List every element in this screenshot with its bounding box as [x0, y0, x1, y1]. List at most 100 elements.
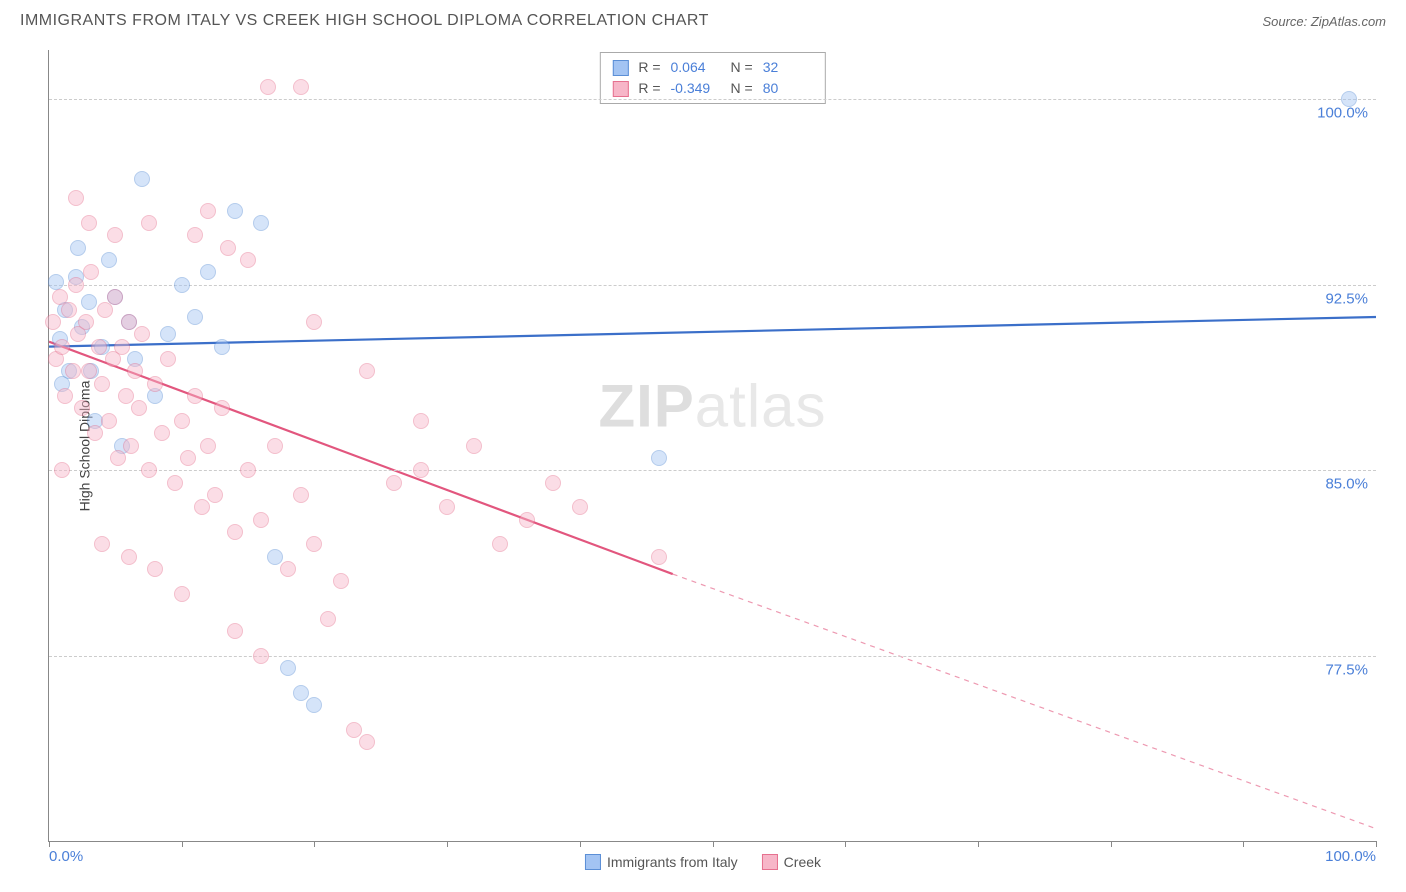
- y-tick-label: 77.5%: [1325, 661, 1368, 678]
- gridline: [49, 99, 1376, 100]
- data-point: [293, 79, 309, 95]
- data-point: [45, 314, 61, 330]
- data-point: [65, 363, 81, 379]
- data-point: [320, 611, 336, 627]
- gridline: [49, 285, 1376, 286]
- x-tick: [1243, 841, 1244, 847]
- data-point: [94, 536, 110, 552]
- data-point: [121, 314, 137, 330]
- x-tick: [713, 841, 714, 847]
- x-tick: [182, 841, 183, 847]
- data-point: [240, 462, 256, 478]
- x-tick: [845, 841, 846, 847]
- data-point: [207, 487, 223, 503]
- data-point: [101, 413, 117, 429]
- legend-swatch: [585, 854, 601, 870]
- data-point: [127, 363, 143, 379]
- correlation-legend: R =0.064N =32R =-0.349N =80: [599, 52, 825, 104]
- plot-area: High School Diploma ZIPatlas R =0.064N =…: [48, 50, 1376, 842]
- data-point: [74, 400, 90, 416]
- data-point: [87, 425, 103, 441]
- data-point: [174, 277, 190, 293]
- data-point: [110, 450, 126, 466]
- data-point: [651, 450, 667, 466]
- data-point: [70, 240, 86, 256]
- data-point: [280, 660, 296, 676]
- r-value: -0.349: [671, 78, 721, 99]
- data-point: [413, 413, 429, 429]
- data-point: [253, 648, 269, 664]
- data-point: [413, 462, 429, 478]
- data-point: [57, 388, 73, 404]
- chart-title: IMMIGRANTS FROM ITALY VS CREEK HIGH SCHO…: [20, 12, 709, 30]
- legend-label: Creek: [784, 854, 821, 870]
- x-tick: [447, 841, 448, 847]
- data-point: [160, 351, 176, 367]
- r-label: R =: [638, 57, 660, 78]
- n-value: 80: [763, 78, 813, 99]
- data-point: [154, 425, 170, 441]
- x-axis-min-label: 0.0%: [49, 848, 83, 865]
- data-point: [194, 499, 210, 515]
- data-point: [306, 536, 322, 552]
- legend-swatch: [612, 81, 628, 97]
- data-point: [253, 215, 269, 231]
- data-point: [174, 413, 190, 429]
- legend-swatch: [762, 854, 778, 870]
- data-point: [386, 475, 402, 491]
- data-point: [200, 264, 216, 280]
- gridline: [49, 656, 1376, 657]
- data-point: [68, 190, 84, 206]
- data-point: [54, 462, 70, 478]
- data-point: [651, 549, 667, 565]
- legend-item: Creek: [762, 854, 821, 870]
- data-point: [227, 203, 243, 219]
- data-point: [200, 203, 216, 219]
- data-point: [78, 314, 94, 330]
- data-point: [346, 722, 362, 738]
- data-point: [174, 586, 190, 602]
- data-point: [293, 487, 309, 503]
- data-point: [134, 326, 150, 342]
- r-label: R =: [638, 78, 660, 99]
- x-axis-max-label: 100.0%: [1325, 848, 1376, 865]
- n-value: 32: [763, 57, 813, 78]
- data-point: [123, 438, 139, 454]
- data-point: [81, 294, 97, 310]
- legend-swatch: [612, 60, 628, 76]
- data-point: [81, 215, 97, 231]
- data-point: [253, 512, 269, 528]
- data-point: [114, 339, 130, 355]
- data-point: [141, 462, 157, 478]
- n-label: N =: [731, 57, 753, 78]
- data-point: [81, 363, 97, 379]
- data-point: [220, 240, 236, 256]
- data-point: [359, 734, 375, 750]
- data-point: [101, 252, 117, 268]
- data-point: [545, 475, 561, 491]
- data-point: [118, 388, 134, 404]
- data-point: [492, 536, 508, 552]
- data-point: [94, 376, 110, 392]
- data-point: [121, 549, 137, 565]
- n-label: N =: [731, 78, 753, 99]
- data-point: [519, 512, 535, 528]
- source-label: Source: ZipAtlas.com: [1262, 14, 1386, 29]
- data-point: [240, 252, 256, 268]
- data-point: [214, 339, 230, 355]
- x-tick: [1376, 841, 1377, 847]
- x-tick: [49, 841, 50, 847]
- data-point: [54, 339, 70, 355]
- data-point: [439, 499, 455, 515]
- data-point: [147, 561, 163, 577]
- data-point: [260, 79, 276, 95]
- data-point: [91, 339, 107, 355]
- y-tick-label: 100.0%: [1317, 105, 1368, 122]
- x-tick: [580, 841, 581, 847]
- data-point: [306, 314, 322, 330]
- data-point: [466, 438, 482, 454]
- legend-stat-row: R =0.064N =32: [612, 57, 812, 78]
- trend-lines: [49, 50, 1376, 841]
- data-point: [180, 450, 196, 466]
- data-point: [267, 438, 283, 454]
